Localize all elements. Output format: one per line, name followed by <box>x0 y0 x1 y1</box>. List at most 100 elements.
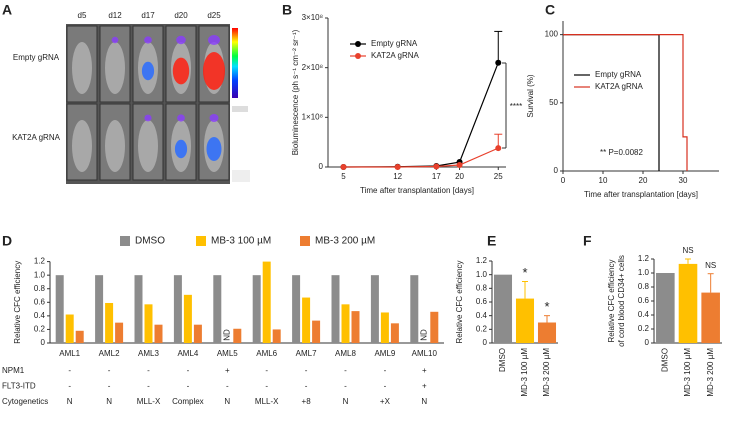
table-cell: - <box>265 382 268 391</box>
bar <box>678 263 698 343</box>
mouse-body <box>72 120 92 172</box>
table-cell: - <box>384 382 387 391</box>
y-tick-label: 1.0 <box>34 270 46 279</box>
legend-swatch <box>300 236 310 246</box>
mouse-body <box>138 120 158 172</box>
colorbar <box>232 28 238 98</box>
x-tick-label: AML1 <box>59 349 80 358</box>
y-tick-label: 1×10⁸ <box>302 112 323 121</box>
bar <box>105 302 114 343</box>
table-cell: Complex <box>172 397 204 406</box>
panel-label: B <box>282 2 292 18</box>
bar <box>262 261 271 343</box>
bar <box>95 275 104 343</box>
table-cell: N <box>106 397 112 406</box>
legend-label: Empty gRNA <box>371 39 418 48</box>
signal <box>111 36 119 44</box>
table-cell: MLL-X <box>137 397 161 406</box>
x-tick-label: AML5 <box>217 349 238 358</box>
signal <box>206 137 222 161</box>
bar <box>183 294 192 343</box>
table-cell: N <box>421 397 427 406</box>
table-cell: - <box>305 382 308 391</box>
signal <box>176 35 186 45</box>
table-cell: - <box>344 366 347 375</box>
panel-label: C <box>545 2 555 18</box>
table-cell: - <box>187 382 190 391</box>
x-tick-label: AML4 <box>177 349 198 358</box>
bar <box>144 304 153 343</box>
bar <box>537 322 557 343</box>
significance-label: NS <box>682 246 693 255</box>
legend-label: KAT2A gRNA <box>595 82 644 91</box>
legend-swatch <box>196 236 206 246</box>
bar <box>656 273 675 343</box>
y-tick-label: 0 <box>645 338 650 347</box>
y-axis-label: Bioluminescence (ph s⁻¹ cm⁻² sr⁻¹) <box>291 29 300 155</box>
y-tick-label: 0 <box>41 338 46 347</box>
x-tick-label: 30 <box>679 176 688 185</box>
panel-label: F <box>583 233 592 249</box>
table-row-label: NPM1 <box>2 366 25 375</box>
table-cell: - <box>108 382 111 391</box>
table-cell: - <box>147 382 150 391</box>
x-tick-label: 25 <box>494 172 503 181</box>
table-cell: N <box>224 397 230 406</box>
y-tick-label: 0 <box>483 338 488 347</box>
column-label: d20 <box>174 11 188 20</box>
bar <box>341 304 350 343</box>
series-line <box>343 147 499 168</box>
series-line <box>343 62 499 168</box>
x-tick-label: 12 <box>393 172 402 181</box>
signal <box>172 57 190 85</box>
y-tick-label: 2×10⁸ <box>302 63 323 72</box>
annotation: **** <box>510 102 522 111</box>
y-axis-label: of cord blood CD34+ cells <box>617 255 626 347</box>
y-tick-label: 1.2 <box>476 256 488 265</box>
x-tick-label: DMSO <box>498 348 507 372</box>
y-tick-label: 0.8 <box>476 283 488 292</box>
x-tick-label: MD-3 200 µM <box>542 348 551 397</box>
point <box>495 145 502 152</box>
signal <box>144 36 152 44</box>
significance-label: * <box>544 299 549 314</box>
table-cell: - <box>305 366 308 375</box>
bar <box>55 275 64 343</box>
y-tick-label: 0.6 <box>638 296 650 305</box>
x-tick-label: AML3 <box>138 349 159 358</box>
signal <box>209 114 219 122</box>
significance-label: NS <box>705 261 716 270</box>
signal <box>144 114 152 122</box>
legend-label: Empty gRNA <box>595 70 642 79</box>
legend-swatch <box>120 236 130 246</box>
legend-label: KAT2A gRNA <box>371 51 420 60</box>
x-tick-label: 20 <box>455 172 464 181</box>
bar <box>173 275 182 343</box>
column-label: d12 <box>108 11 122 20</box>
bar <box>134 275 143 343</box>
x-tick-label: 5 <box>341 172 346 181</box>
x-tick-label: AML9 <box>374 349 395 358</box>
bar <box>312 320 321 343</box>
bar <box>515 298 535 343</box>
x-tick-label: 17 <box>432 172 441 181</box>
panel-label: D <box>2 233 12 249</box>
panel-label: A <box>2 2 12 18</box>
point <box>340 164 347 170</box>
x-tick-label: DMSO <box>660 348 669 372</box>
image-panel: d5 d12 d17 d20 d25 Empty gRNA KAT2A gRNA <box>12 11 250 184</box>
y-tick-label: 1.0 <box>476 270 488 279</box>
mouse-body <box>72 42 92 94</box>
bar <box>370 275 379 343</box>
table-cell: N <box>343 397 349 406</box>
y-tick-label: 0.8 <box>638 282 650 291</box>
x-tick-label: MD-3 100 µM <box>520 348 529 397</box>
bar <box>430 311 439 343</box>
table-cell: MLL-X <box>255 397 279 406</box>
bar <box>493 274 513 343</box>
row-label: Empty gRNA <box>13 53 60 62</box>
table-cell: + <box>422 366 427 375</box>
table-cell: - <box>68 366 71 375</box>
row-label: KAT2A gRNA <box>12 133 61 142</box>
y-tick-label: 3×10⁸ <box>302 13 323 22</box>
